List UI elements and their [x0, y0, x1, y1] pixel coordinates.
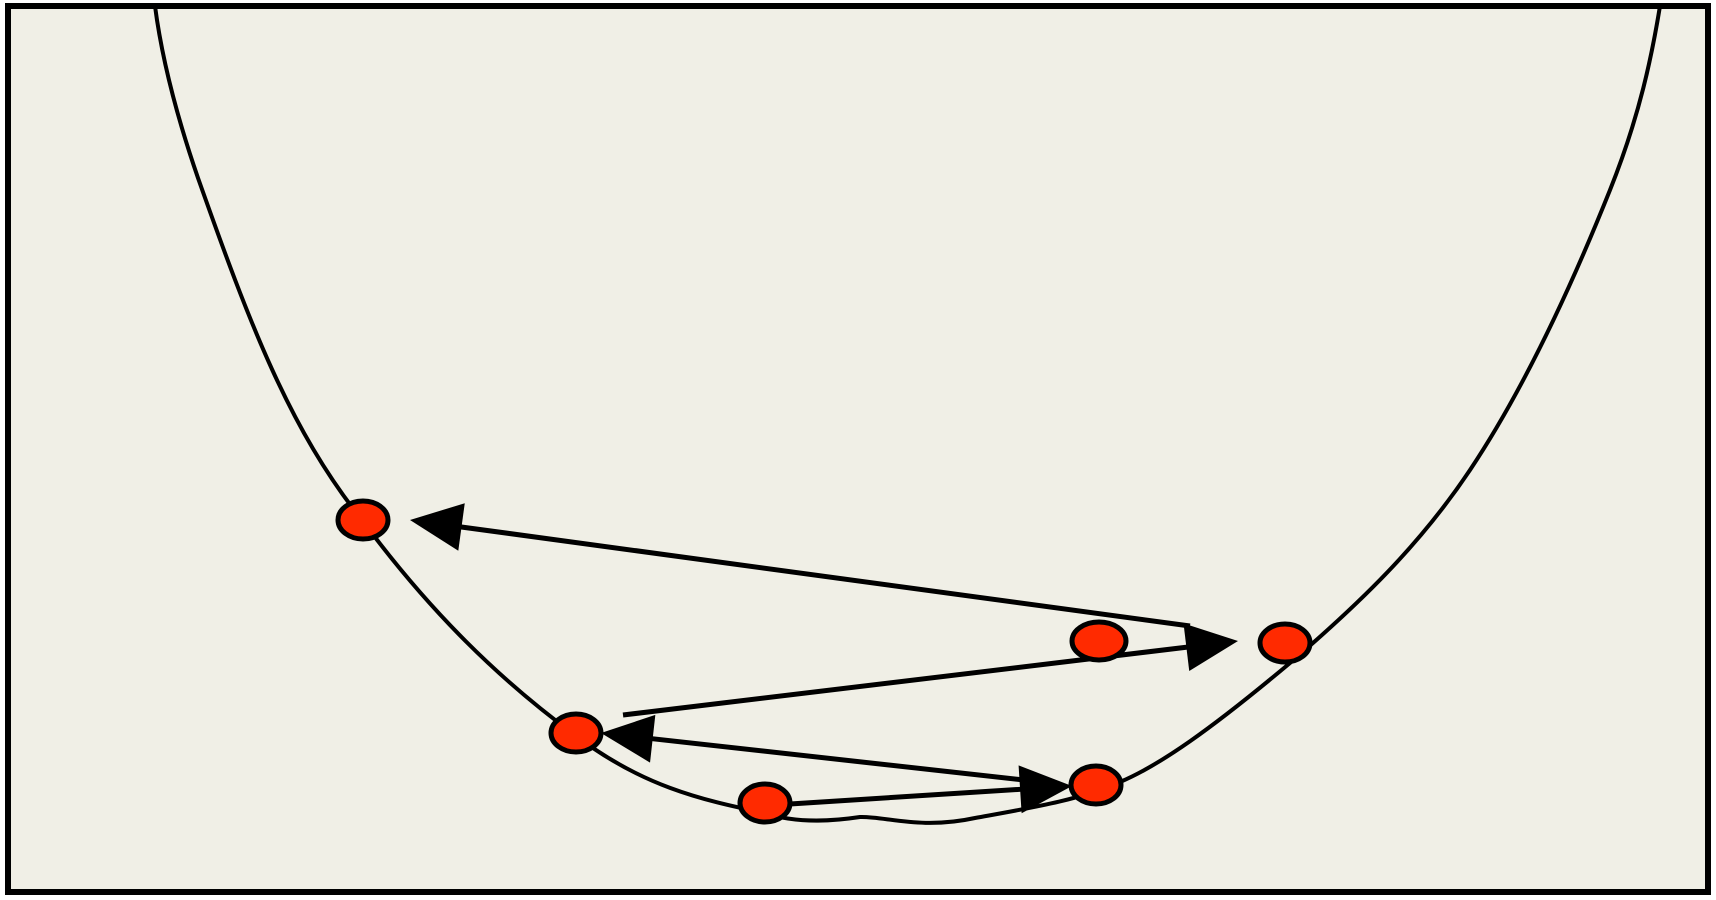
- parameter-point-p6: [1068, 763, 1124, 807]
- arrowhead-icon: [1183, 623, 1238, 672]
- arrowhead-icon: [601, 714, 656, 763]
- parameter-point-p1: [1069, 619, 1129, 663]
- arrow-shaft: [789, 786, 1025, 807]
- parameter-point-p4: [548, 711, 604, 755]
- parameter-point-p5: [737, 781, 793, 825]
- arrowhead-icon: [1018, 765, 1072, 814]
- step-arrow-p4-to-p5: [789, 765, 1072, 814]
- diagram-frame: [5, 3, 1711, 895]
- arrow-shaft: [648, 735, 1025, 783]
- parameter-point-p2: [335, 498, 391, 542]
- step-arrow-p1-to-p2: [410, 503, 1191, 629]
- arrow-shaft: [457, 523, 1191, 629]
- step-arrow-p3-to-p4: [601, 714, 1025, 783]
- gradient-steps: [410, 503, 1238, 814]
- parameter-points: [335, 498, 1313, 825]
- loss-curve: [153, 5, 1662, 825]
- arrowhead-icon: [410, 503, 465, 551]
- parameter-point-p3: [1257, 621, 1313, 665]
